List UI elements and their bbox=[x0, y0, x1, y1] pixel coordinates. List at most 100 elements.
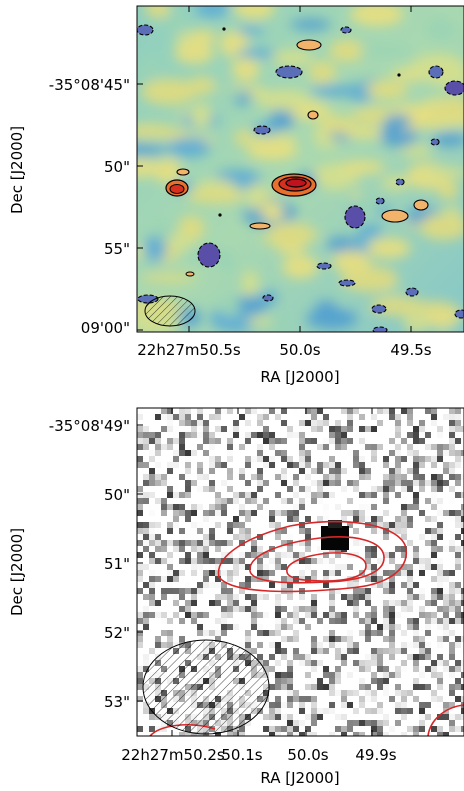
noise-pixel bbox=[209, 462, 215, 468]
noise-pixel bbox=[215, 438, 221, 444]
noise-blob bbox=[261, 203, 284, 222]
noise-pixel bbox=[173, 438, 179, 444]
noise-pixel bbox=[407, 486, 413, 492]
noise-pixel bbox=[359, 702, 365, 708]
noise-pixel bbox=[137, 492, 143, 498]
beam-ellipse bbox=[145, 296, 195, 326]
noise-pixel bbox=[179, 732, 185, 738]
noise-pixel bbox=[347, 414, 353, 420]
noise-pixel bbox=[185, 552, 191, 558]
y-tick-label: 53" bbox=[104, 693, 130, 711]
noise-pixel bbox=[305, 654, 311, 660]
noise-pixel bbox=[425, 666, 431, 672]
noise-pixel bbox=[353, 516, 359, 522]
noise-pixel bbox=[425, 432, 431, 438]
noise-pixel bbox=[143, 534, 149, 540]
noise-pixel bbox=[293, 654, 299, 660]
noise-pixel bbox=[137, 552, 143, 558]
noise-pixel bbox=[161, 498, 167, 504]
noise-pixel bbox=[449, 720, 455, 726]
noise-pixel bbox=[299, 696, 305, 702]
noise-pixel bbox=[149, 600, 155, 606]
noise-pixel bbox=[389, 582, 395, 588]
noise-pixel bbox=[455, 420, 461, 426]
noise-pixel bbox=[425, 558, 431, 564]
noise-pixel bbox=[359, 528, 365, 534]
noise-pixel bbox=[269, 456, 275, 462]
noise-pixel bbox=[221, 408, 227, 414]
noise-pixel bbox=[287, 702, 293, 708]
noise-pixel bbox=[137, 588, 143, 594]
noise-pixel bbox=[455, 588, 461, 594]
noise-pixel bbox=[275, 630, 281, 636]
noise-pixel bbox=[401, 522, 407, 528]
noise-pixel bbox=[209, 504, 215, 510]
noise-pixel bbox=[377, 654, 383, 660]
noise-pixel bbox=[305, 564, 311, 570]
noise-pixel bbox=[341, 486, 347, 492]
noise-pixel bbox=[437, 690, 443, 696]
noise-pixel bbox=[437, 504, 443, 510]
noise-pixel bbox=[455, 408, 461, 414]
noise-pixel bbox=[305, 714, 311, 720]
noise-pixel bbox=[269, 522, 275, 528]
noise-blob bbox=[384, 114, 412, 129]
noise-pixel bbox=[323, 558, 329, 564]
noise-blob bbox=[358, 224, 383, 238]
noise-pixel bbox=[269, 432, 275, 438]
noise-pixel bbox=[191, 450, 197, 456]
noise-pixel bbox=[359, 666, 365, 672]
noise-pixel bbox=[263, 462, 269, 468]
noise-pixel bbox=[257, 486, 263, 492]
noise-pixel bbox=[395, 426, 401, 432]
noise-pixel bbox=[185, 480, 191, 486]
noise-pixel bbox=[137, 636, 143, 642]
noise-pixel bbox=[449, 726, 455, 732]
noise-pixel bbox=[401, 570, 407, 576]
noise-pixel bbox=[443, 480, 449, 486]
noise-pixel bbox=[221, 618, 227, 624]
noise-pixel bbox=[365, 606, 371, 612]
noise-pixel bbox=[371, 546, 377, 552]
noise-pixel bbox=[245, 546, 251, 552]
noise-pixel bbox=[383, 480, 389, 486]
noise-pixel bbox=[149, 594, 155, 600]
noise-pixel bbox=[299, 462, 305, 468]
noise-pixel bbox=[149, 612, 155, 618]
noise-pixel bbox=[191, 540, 197, 546]
noise-pixel bbox=[359, 696, 365, 702]
noise-pixel bbox=[413, 630, 419, 636]
noise-pixel bbox=[407, 594, 413, 600]
noise-pixel bbox=[269, 462, 275, 468]
noise-pixel bbox=[401, 702, 407, 708]
noise-pixel bbox=[371, 528, 377, 534]
noise-pixel bbox=[431, 612, 437, 618]
noise-pixel bbox=[227, 570, 233, 576]
noise-pixel bbox=[377, 624, 383, 630]
noise-pixel bbox=[311, 468, 317, 474]
noise-pixel bbox=[431, 564, 437, 570]
noise-pixel bbox=[203, 474, 209, 480]
noise-pixel bbox=[425, 648, 431, 654]
noise-pixel bbox=[209, 570, 215, 576]
noise-pixel bbox=[389, 450, 395, 456]
noise-pixel bbox=[365, 546, 371, 552]
noise-pixel bbox=[431, 498, 437, 504]
noise-pixel bbox=[275, 726, 281, 732]
noise-pixel bbox=[371, 660, 377, 666]
noise-pixel bbox=[167, 540, 173, 546]
noise-pixel bbox=[233, 432, 239, 438]
noise-pixel bbox=[335, 672, 341, 678]
noise-pixel bbox=[317, 630, 323, 636]
noise-pixel bbox=[227, 558, 233, 564]
noise-pixel bbox=[149, 468, 155, 474]
noise-pixel bbox=[143, 606, 149, 612]
noise-pixel bbox=[383, 684, 389, 690]
noise-pixel bbox=[449, 714, 455, 720]
noise-pixel bbox=[449, 630, 455, 636]
noise-pixel bbox=[353, 732, 359, 738]
noise-pixel bbox=[347, 600, 353, 606]
noise-pixel bbox=[179, 528, 185, 534]
noise-pixel bbox=[185, 414, 191, 420]
noise-pixel bbox=[221, 504, 227, 510]
